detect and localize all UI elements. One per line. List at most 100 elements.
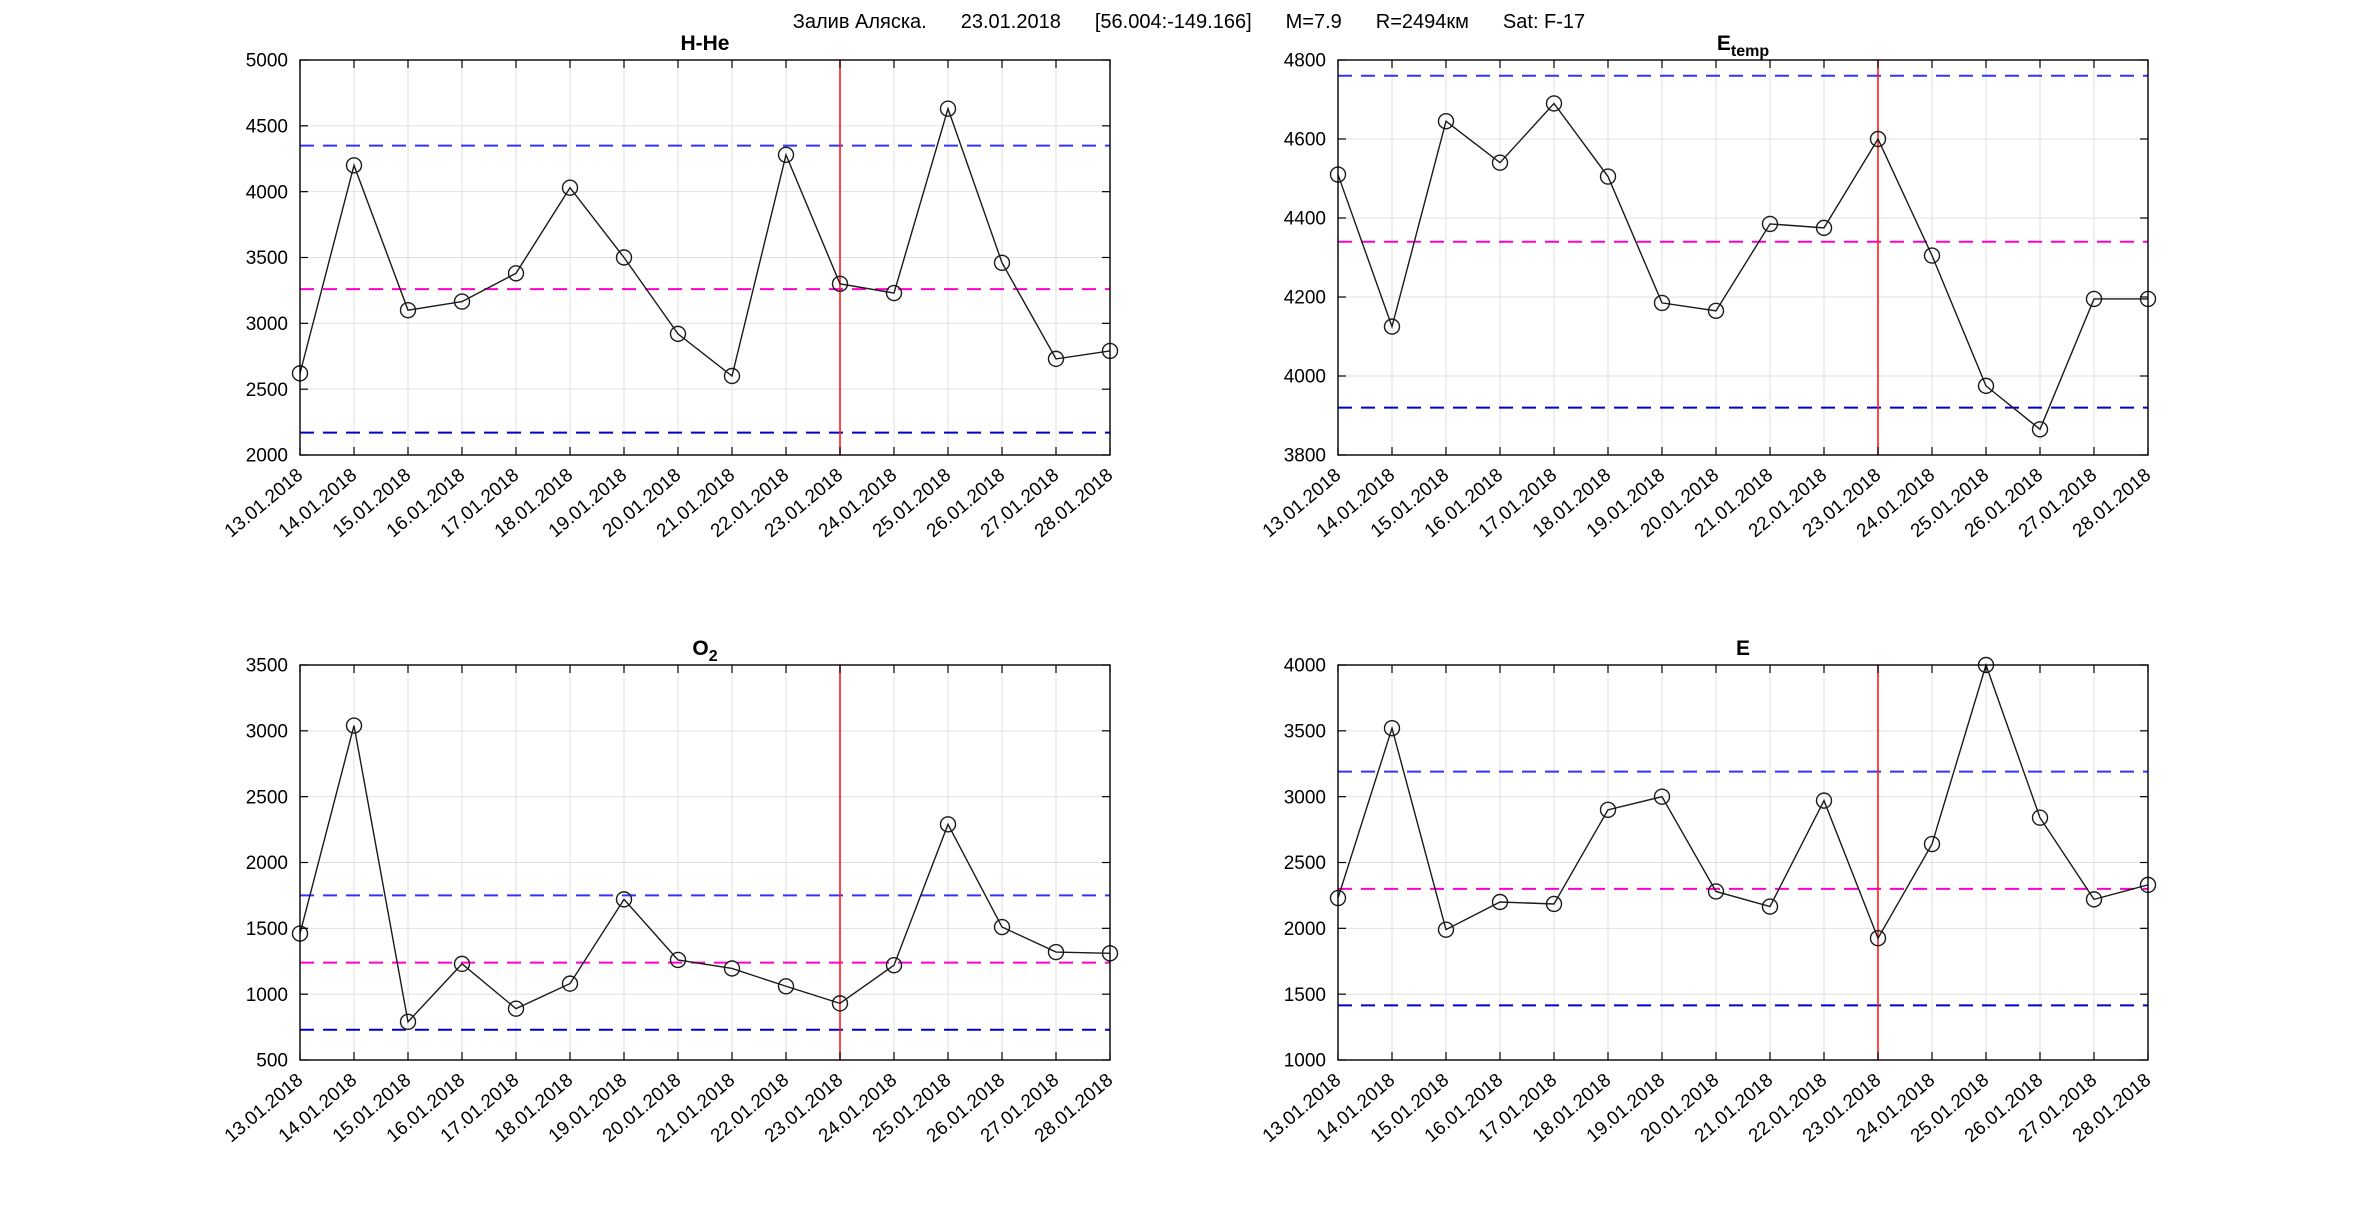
y-tick-label: 1000 xyxy=(246,985,288,1006)
data-point-marker xyxy=(831,995,849,1012)
data-point-marker xyxy=(1761,898,1779,915)
y-tick-label: 4500 xyxy=(246,116,288,137)
data-point-marker xyxy=(939,100,957,117)
data-point-marker xyxy=(345,157,363,174)
y-tick-label: 2500 xyxy=(246,380,288,401)
data-point-marker xyxy=(993,254,1011,271)
series-line xyxy=(299,725,1111,1024)
y-tick-label: 4400 xyxy=(1284,209,1326,230)
data-point-marker xyxy=(507,265,525,282)
data-point-marker xyxy=(939,816,957,833)
data-point-marker xyxy=(1761,215,1779,233)
y-tick-label: 1500 xyxy=(1284,985,1326,1006)
data-point-marker xyxy=(1437,921,1455,938)
series-line xyxy=(299,106,1111,378)
series-line xyxy=(1337,102,2148,431)
figure-title-satellite: Sat: F-17 xyxy=(1502,10,1586,33)
y-tick-label: 3500 xyxy=(246,248,288,269)
chart-canvas-h-he: 200025003000350040004500500013.01.201814… xyxy=(221,32,1119,542)
y-tick-label: 3000 xyxy=(246,721,288,742)
data-point-marker xyxy=(723,960,741,977)
series-line xyxy=(1337,662,2149,940)
figure-title-location: Залив Аляска. xyxy=(792,10,927,33)
subplot-e: 1000 1500 2000 2500 3000 3500 4000 13.01.2018 14… xyxy=(1188,635,2248,1220)
data-point-marker xyxy=(1437,113,1455,130)
data-point-marker xyxy=(1815,219,1833,237)
data-point-marker xyxy=(1653,788,1671,805)
data-point-marker xyxy=(1599,168,1617,185)
data-point-marker xyxy=(1869,130,1887,148)
data-point-marker xyxy=(615,891,633,908)
subplot-e-temp: 3800 4000 4200 4400 4600 4800 13.01.2018 14.01.… xyxy=(1188,30,2248,615)
figure-title-radius: R=2494км xyxy=(1375,10,1469,33)
data-point-marker xyxy=(615,249,633,266)
data-point-marker xyxy=(1923,247,1941,264)
y-tick-label: 2000 xyxy=(246,446,288,467)
y-tick-label: 2500 xyxy=(1284,853,1326,874)
data-point-marker xyxy=(399,1013,417,1031)
data-point-marker xyxy=(2085,290,2103,308)
subplot-title: H-He xyxy=(680,32,729,55)
data-point-marker xyxy=(1383,719,1401,737)
data-point-marker xyxy=(1707,883,1725,900)
y-tick-label: 1000 xyxy=(1284,1051,1326,1072)
y-tick-label: 3000 xyxy=(246,314,288,335)
y-tick-label: 2000 xyxy=(1284,919,1326,940)
data-point-marker xyxy=(399,301,417,319)
chart-canvas-e-temp: 38004000420044004600480013.01.201814.01.… xyxy=(1259,32,2157,542)
y-tick-label: 4000 xyxy=(246,182,288,203)
data-point-marker xyxy=(2085,891,2103,908)
y-tick-label: 3800 xyxy=(1284,446,1326,467)
data-point-marker xyxy=(2031,809,2049,826)
subplot-title: Etemp xyxy=(1717,32,1769,60)
y-tick-label: 500 xyxy=(256,1051,288,1072)
y-tick-label: 3500 xyxy=(246,656,288,677)
data-point-marker xyxy=(885,284,903,302)
data-point-marker xyxy=(723,367,741,385)
y-tick-label: 4600 xyxy=(1284,130,1326,151)
figure-title: Залив Аляска. 23.01.2018 [56.004:-149.16… xyxy=(0,8,2378,36)
data-point-marker xyxy=(1653,294,1671,312)
subplot-o2: 500 1000 1500 2000 2500 3000 3500 13.01.2018 14.… xyxy=(150,635,1210,1220)
figure-title-coordinates: [56.004:-149.166] xyxy=(1094,10,1252,33)
subplot-title: E xyxy=(1736,637,1750,660)
y-tick-label: 4800 xyxy=(1284,51,1326,72)
figure-title-magnitude: M=7.9 xyxy=(1285,10,1342,33)
data-point-marker xyxy=(561,975,579,992)
y-tick-label: 2000 xyxy=(246,853,288,874)
data-point-marker xyxy=(1545,95,1563,112)
data-point-marker xyxy=(1047,350,1065,368)
subplot-h-he: 2000 2500 3000 3500 4000 4500 5000 13.01.2018 14… xyxy=(150,30,1210,615)
y-tick-label: 1500 xyxy=(246,919,288,940)
data-point-marker xyxy=(1707,302,1725,320)
data-point-marker xyxy=(777,146,795,164)
y-tick-label: 4200 xyxy=(1284,288,1326,309)
figure-title-date: 23.01.2018 xyxy=(960,10,1061,33)
data-point-marker xyxy=(1491,154,1509,171)
data-point-marker xyxy=(993,918,1011,936)
chart-canvas-o2: 50010001500200025003000350013.01.201814.… xyxy=(221,637,1119,1147)
data-point-marker xyxy=(1383,318,1401,335)
plot-box xyxy=(1337,59,2149,456)
y-tick-label: 3500 xyxy=(1284,721,1326,742)
data-point-marker xyxy=(1047,943,1065,961)
data-point-marker xyxy=(345,717,363,734)
data-point-marker xyxy=(831,275,849,293)
subplot-title: O2 xyxy=(692,637,717,665)
data-point-marker xyxy=(453,955,471,973)
y-tick-label: 4000 xyxy=(1284,656,1326,677)
data-point-marker xyxy=(2031,421,2049,438)
data-point-marker xyxy=(1815,792,1833,809)
chart-canvas-e: 100015002000250030003500400013.01.201814… xyxy=(1259,637,2157,1147)
data-point-marker xyxy=(669,951,687,969)
data-point-marker xyxy=(885,957,903,974)
y-tick-label: 3000 xyxy=(1284,787,1326,808)
data-point-marker xyxy=(777,978,795,995)
data-point-marker xyxy=(1599,801,1617,819)
y-tick-label: 5000 xyxy=(246,51,288,72)
data-point-marker xyxy=(561,179,579,196)
data-point-marker xyxy=(1869,930,1887,947)
data-point-marker xyxy=(1977,377,1995,395)
data-point-marker xyxy=(1545,895,1563,913)
data-point-marker xyxy=(507,1000,525,1017)
